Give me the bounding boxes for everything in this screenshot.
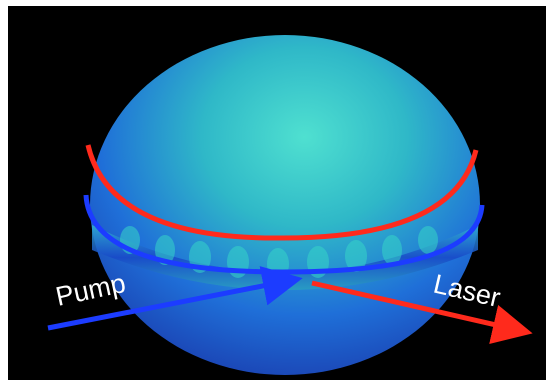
microsphere xyxy=(90,35,480,375)
illustration: Pump Laser xyxy=(0,0,549,385)
